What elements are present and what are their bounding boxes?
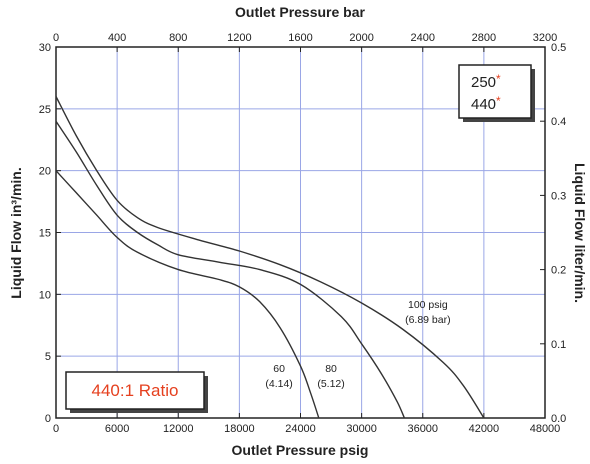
curve-sublabel-3: (6.89 bar) [405,314,451,326]
y-tick-label: 15 [39,228,51,240]
x-tick-label: 18000 [224,423,255,435]
curve-group [55,96,485,419]
y2-tick-label: 0.0 [551,413,566,425]
y-tick-label: 10 [39,289,51,301]
top-tick-label: 0 [53,32,59,44]
grid-lines [56,47,545,418]
curve-label-1: 60 [273,363,285,375]
curve-sublabel-1: (4.14) [265,378,292,390]
top-tick-label: 2400 [411,32,435,44]
top-tick-label: 1600 [288,32,312,44]
y-tick-label: 20 [39,166,51,178]
flow-curve-2 [55,120,406,419]
x-tick-label: 30000 [346,423,377,435]
y-tick-label: 0 [45,413,51,425]
x-tick-label: 12000 [163,423,194,435]
x-tick-label: 0 [53,423,59,435]
top-tick-label: 2000 [349,32,373,44]
top-tick-label: 800 [169,32,187,44]
x-tick-label: 36000 [407,423,438,435]
tick-marks [55,46,546,419]
annotation-group: 60 (4.14) 80 (5.12) 100 psig (6.89 bar) [265,299,450,390]
legend-star-2: * [496,94,501,108]
y2-tick-label: 0.3 [551,190,566,202]
y-tick-label: 25 [39,104,51,116]
top-axis-title: Outlet Pressure bar [235,4,365,20]
legend-line-2: 440* [471,94,501,113]
x-tick-label: 24000 [285,423,316,435]
legend-box-frame [458,64,532,119]
y2-tick-label: 0.5 [551,42,566,54]
ratio-label: 440:1 Ratio [92,381,179,400]
top-tick-label: 400 [108,32,126,44]
ratio-box: 440:1 Ratio [65,371,208,413]
legend-line-1: 250* [471,72,501,91]
ratio-box-frame [65,371,205,410]
top-tick-label: 3200 [533,32,557,44]
top-tick-label: 1200 [227,32,251,44]
x-tick-label: 6000 [105,423,129,435]
x-tick-label: 42000 [469,423,500,435]
legend-value-1: 250 [471,74,496,91]
top-tick-label: 2800 [472,32,496,44]
right-axis-title: Liquid Flow liter/min. [572,163,588,303]
x-tick-label: 48000 [530,423,561,435]
curve-label-2: 80 [325,363,337,375]
flow-curve-3 [55,96,485,419]
left-axis-title: Liquid Flow in³/min. [8,167,24,298]
y-tick-label: 5 [45,351,51,363]
curve-label-3: 100 psig [408,299,448,311]
legend-star-1: * [496,72,501,86]
y2-tick-label: 0.4 [551,116,566,128]
curve-sublabel-2: (5.12) [317,378,344,390]
legend-value-2: 440 [471,96,496,113]
bottom-axis-title: Outlet Pressure psig [232,442,369,458]
flow-curve-1 [55,170,320,419]
y-tick-label: 30 [39,42,51,54]
y2-tick-label: 0.2 [551,265,566,277]
y2-tick-label: 0.1 [551,339,566,351]
legend-box: 250* 440* [458,64,535,122]
